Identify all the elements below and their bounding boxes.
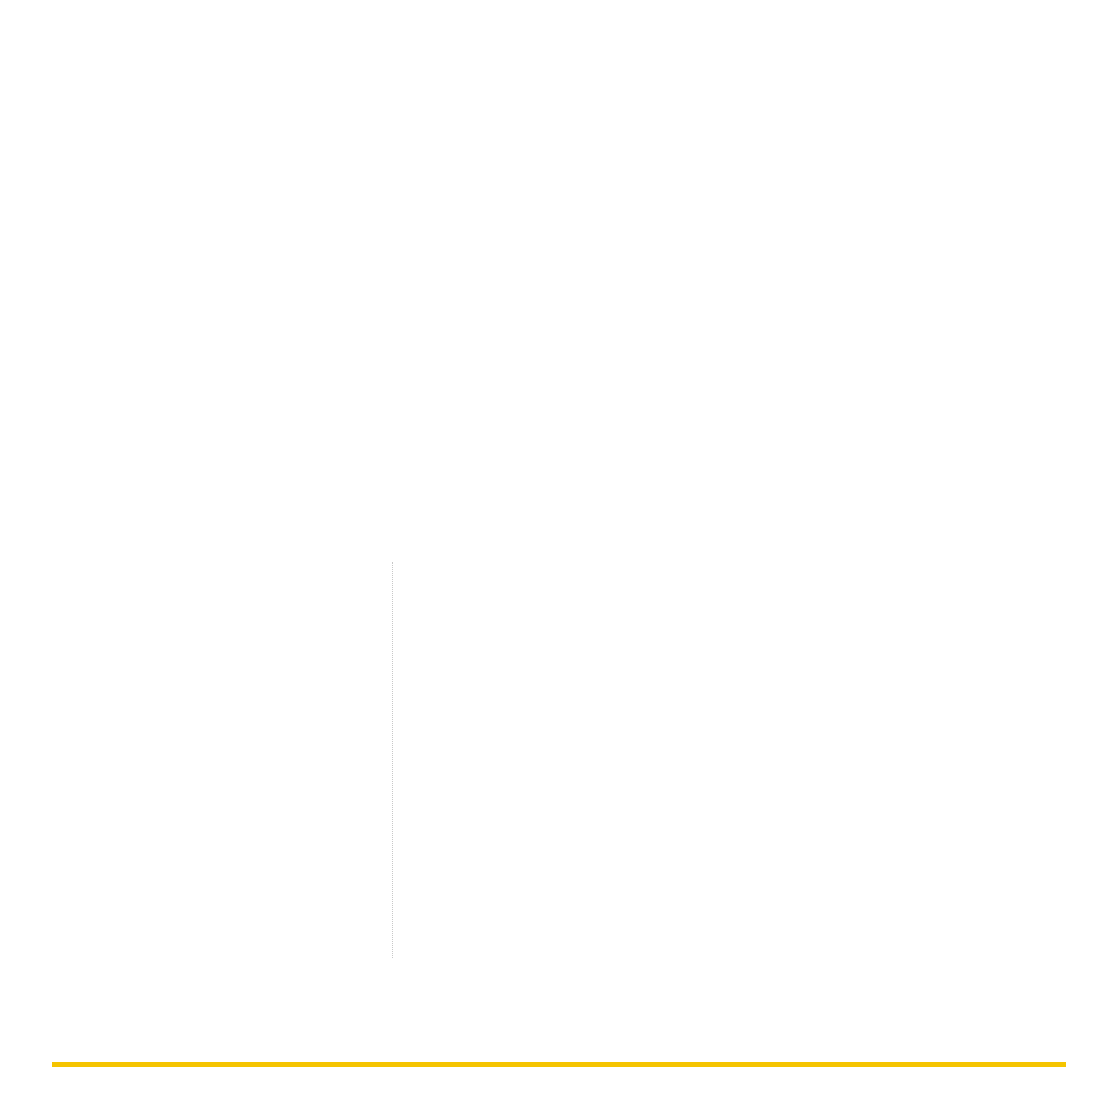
footer-accent-rule — [52, 1062, 1066, 1067]
column-divider — [392, 562, 393, 958]
